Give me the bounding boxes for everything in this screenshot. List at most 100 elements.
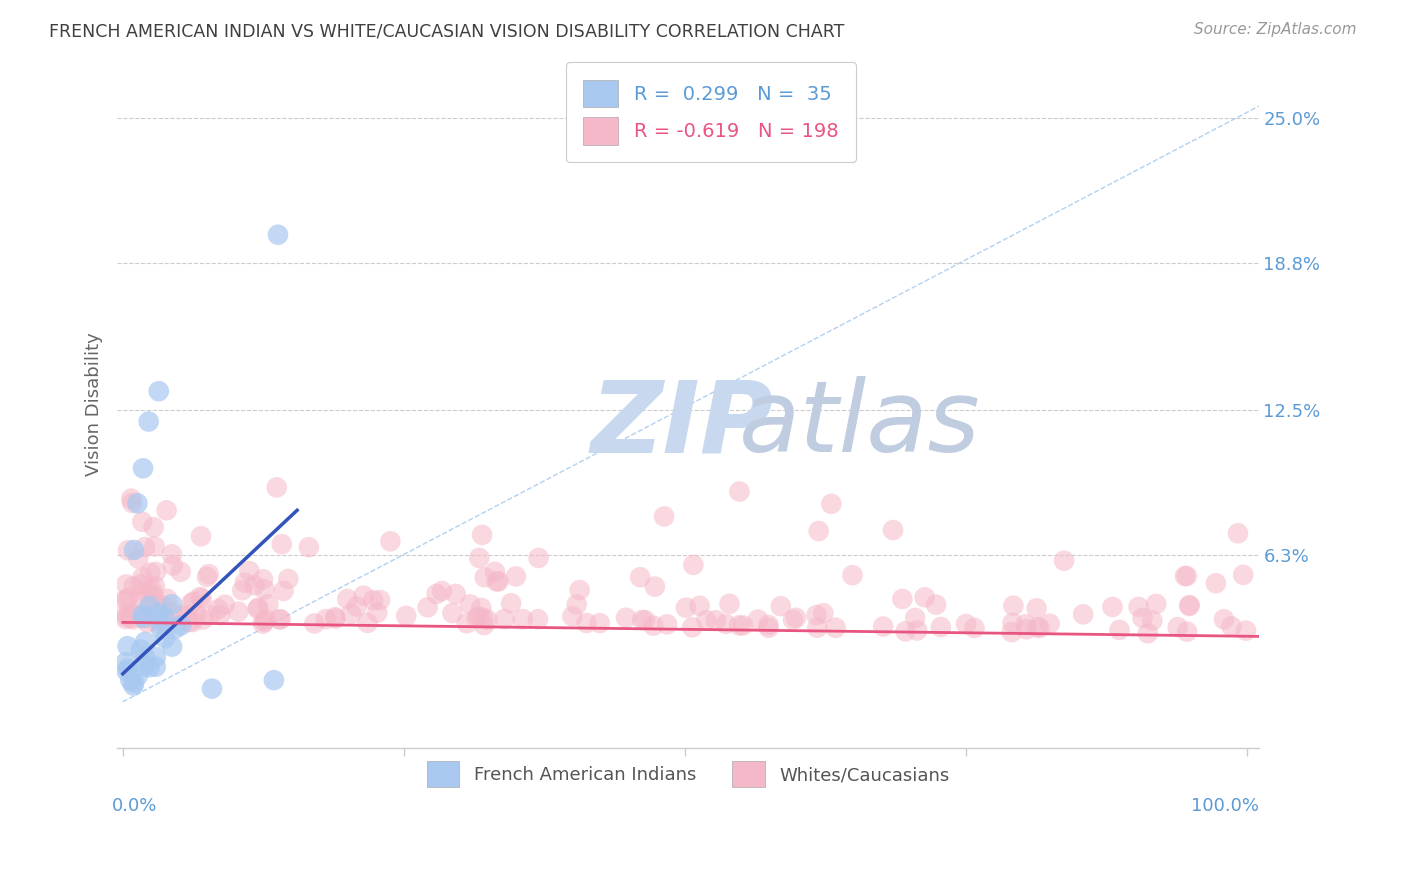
Point (681, 620, 703, 634)
Point (117, 639, 139, 653)
Point (115, 592, 138, 607)
Point (813, 606, 835, 620)
Point (505, 569, 527, 583)
Point (134, 635, 156, 649)
Point (298, 541, 321, 555)
Point (190, 529, 212, 543)
Point (1212, 612, 1234, 626)
Point (882, 523, 904, 537)
Point (1175, 569, 1198, 583)
Point (136, 615, 159, 630)
Point (127, 496, 149, 510)
Point (252, 616, 274, 631)
Point (747, 613, 769, 627)
Point (170, 608, 193, 623)
Point (120, 611, 142, 625)
Point (561, 609, 583, 624)
Point (470, 601, 492, 615)
Point (565, 598, 588, 612)
Point (1178, 599, 1201, 613)
Point (1132, 611, 1154, 625)
Point (118, 591, 141, 605)
Point (145, 660, 167, 674)
Point (145, 565, 167, 579)
Point (1039, 616, 1062, 631)
Point (806, 621, 828, 635)
Point (929, 620, 952, 634)
Point (1234, 624, 1257, 638)
Point (170, 618, 193, 632)
Point (156, 615, 179, 630)
Point (304, 616, 326, 631)
Point (1001, 615, 1024, 630)
Point (214, 598, 236, 612)
Point (484, 565, 506, 579)
Point (1128, 599, 1150, 614)
Point (695, 613, 717, 627)
Point (148, 613, 170, 627)
Point (128, 593, 150, 607)
Point (488, 574, 510, 589)
Point (430, 584, 453, 599)
Point (1220, 619, 1243, 633)
Point (176, 608, 198, 623)
Point (1071, 607, 1094, 622)
Point (120, 607, 142, 621)
Point (121, 496, 143, 510)
Point (675, 600, 697, 615)
Point (115, 665, 138, 679)
Point (197, 567, 219, 582)
Point (142, 589, 165, 603)
Point (477, 613, 499, 627)
Point (128, 607, 150, 622)
Point (263, 673, 285, 687)
Point (180, 596, 202, 610)
Point (346, 599, 368, 614)
Point (115, 609, 138, 624)
Point (1174, 569, 1197, 583)
Point (117, 543, 139, 558)
Point (714, 616, 737, 631)
Point (148, 607, 170, 621)
Point (758, 621, 780, 635)
Point (131, 607, 153, 622)
Point (1178, 598, 1201, 612)
Point (143, 579, 166, 593)
Point (806, 608, 828, 623)
Point (467, 609, 489, 624)
Point (207, 602, 229, 616)
Point (177, 615, 200, 629)
Point (246, 602, 269, 616)
Point (458, 598, 481, 612)
Point (1205, 576, 1227, 591)
Point (139, 566, 162, 580)
Point (243, 578, 266, 592)
Legend: French American Indians, Whites/Caucasians: French American Indians, Whites/Caucasia… (412, 747, 963, 801)
Point (188, 590, 211, 604)
Point (575, 615, 598, 630)
Point (252, 572, 274, 586)
Point (122, 543, 145, 558)
Point (165, 621, 187, 635)
Point (131, 570, 153, 584)
Point (152, 599, 174, 613)
Point (138, 601, 160, 615)
Point (162, 605, 184, 619)
Point (183, 595, 205, 609)
Point (785, 611, 807, 625)
Point (380, 534, 402, 549)
Point (190, 591, 212, 606)
Point (134, 540, 156, 554)
Point (270, 537, 292, 551)
Text: ZIP: ZIP (591, 376, 773, 474)
Point (1001, 625, 1024, 640)
Point (914, 591, 936, 605)
Point (114, 593, 136, 607)
Point (136, 583, 159, 598)
Point (353, 589, 375, 603)
Point (323, 610, 346, 624)
Point (162, 558, 184, 573)
Text: Source: ZipAtlas.com: Source: ZipAtlas.com (1194, 22, 1357, 37)
Point (257, 597, 280, 611)
Point (267, 227, 290, 242)
